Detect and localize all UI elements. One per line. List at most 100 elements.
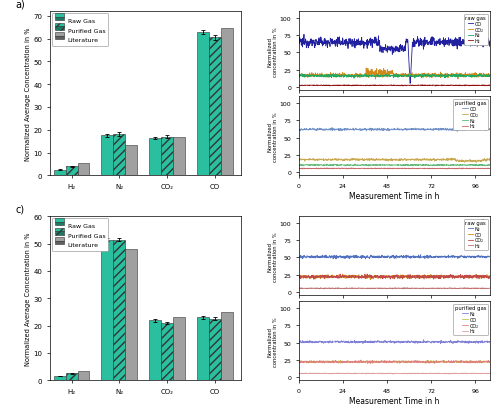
N₂ xyxy=(362,257,368,262)
N₂ xyxy=(420,337,426,342)
Bar xyxy=(114,135,126,176)
N₂ xyxy=(308,339,314,344)
H₂ xyxy=(487,166,493,171)
CO xyxy=(460,359,466,364)
Bar xyxy=(54,170,66,176)
CO xyxy=(408,274,414,279)
H₂ xyxy=(487,286,493,291)
H₂ xyxy=(418,83,424,88)
Bar xyxy=(126,249,138,380)
Line: N₂: N₂ xyxy=(298,164,490,167)
N₂ xyxy=(412,75,418,80)
CO₂ xyxy=(308,73,314,78)
N₂ xyxy=(352,162,358,167)
Bar xyxy=(114,240,126,380)
H₂ xyxy=(442,83,448,88)
H₂ xyxy=(461,166,467,171)
CO₂ xyxy=(296,359,302,364)
CO xyxy=(418,43,424,47)
N₂ xyxy=(442,74,448,79)
Line: CO₂: CO₂ xyxy=(298,159,490,163)
Bar xyxy=(126,145,138,176)
CO xyxy=(407,360,413,364)
Bar xyxy=(161,137,173,176)
N₂ xyxy=(308,74,314,79)
CO₂ xyxy=(442,359,448,364)
Bar xyxy=(173,137,185,176)
Legend: Raw Gas, Purified Gas, Literature: Raw Gas, Purified Gas, Literature xyxy=(52,219,108,252)
CO₂ xyxy=(461,275,467,280)
CO₂ xyxy=(364,272,370,277)
Line: N₂: N₂ xyxy=(298,75,490,79)
H₂ xyxy=(308,83,314,88)
N₂ xyxy=(442,163,448,168)
CO₂ xyxy=(408,360,414,365)
CO₂ xyxy=(308,359,314,364)
N₂ xyxy=(418,253,424,258)
CO xyxy=(487,128,493,133)
Bar xyxy=(197,33,209,176)
CO xyxy=(296,41,302,46)
CO xyxy=(296,128,302,133)
Line: N₂: N₂ xyxy=(298,340,490,344)
CO₂ xyxy=(412,158,418,163)
Text: a): a) xyxy=(16,0,26,9)
N₂ xyxy=(412,340,418,345)
H₂ xyxy=(407,371,413,375)
CO₂ xyxy=(363,66,369,71)
N₂ xyxy=(442,255,448,260)
N₂ xyxy=(418,163,424,168)
H₂ xyxy=(412,372,418,377)
CO xyxy=(412,276,418,281)
CO₂ xyxy=(442,74,448,79)
Line: CO₂: CO₂ xyxy=(298,69,490,80)
H₂ xyxy=(461,371,467,376)
CO₂ xyxy=(296,157,302,162)
Line: CO: CO xyxy=(298,274,490,280)
Bar xyxy=(78,163,90,176)
Legend: CO, CO₂, N₂, H₂: CO, CO₂, N₂, H₂ xyxy=(464,15,487,45)
CO₂ xyxy=(442,275,448,280)
N₂ xyxy=(296,163,302,168)
H₂ xyxy=(412,166,418,171)
CO xyxy=(418,128,424,133)
CO xyxy=(308,40,314,45)
Bar xyxy=(102,240,114,380)
CO₂ xyxy=(418,360,424,365)
N₂ xyxy=(438,341,444,346)
Line: CO: CO xyxy=(298,360,490,363)
N₂ xyxy=(442,340,448,345)
CO₂ xyxy=(418,75,424,80)
CO₂ xyxy=(487,159,493,164)
CO xyxy=(338,361,344,366)
H₂ xyxy=(296,166,302,171)
H₂ xyxy=(299,167,305,172)
CO₂ xyxy=(412,360,418,364)
Y-axis label: Normalized Average Concentration in %: Normalized Average Concentration in % xyxy=(24,232,30,365)
N₂ xyxy=(418,340,424,345)
H₂ xyxy=(407,84,413,89)
H₂ xyxy=(408,286,414,291)
CO xyxy=(308,128,314,133)
CO xyxy=(442,45,448,50)
N₂ xyxy=(308,164,314,169)
Bar xyxy=(209,38,221,176)
CO₂ xyxy=(486,156,492,161)
CO₂ xyxy=(473,161,479,166)
N₂ xyxy=(308,256,314,261)
H₂ xyxy=(418,371,424,376)
N₂ xyxy=(407,255,413,260)
CO xyxy=(418,276,424,281)
N₂ xyxy=(351,76,357,81)
N₂ xyxy=(408,164,414,169)
Bar xyxy=(78,371,90,380)
CO₂ xyxy=(412,72,418,77)
Y-axis label: Normalized
concentration in %: Normalized concentration in % xyxy=(267,316,278,366)
CO₂ xyxy=(296,73,302,78)
H₂ xyxy=(318,285,324,290)
CO₂ xyxy=(308,274,314,279)
H₂ xyxy=(322,166,328,171)
CO₂ xyxy=(412,274,418,279)
Line: N₂: N₂ xyxy=(298,255,490,259)
H₂ xyxy=(418,166,424,171)
